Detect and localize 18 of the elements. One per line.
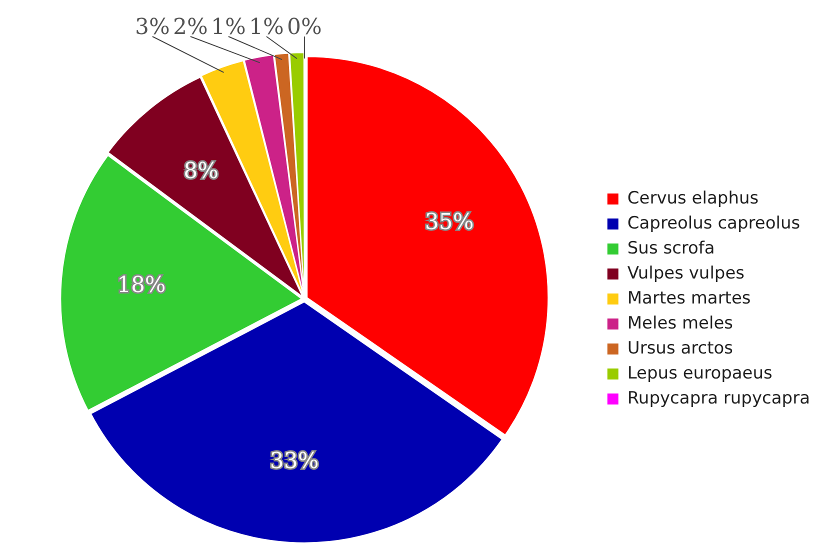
data-label: 2% — [172, 15, 208, 40]
legend-label: Martes martes — [627, 288, 751, 308]
legend-label: Lepus europaeus — [627, 363, 773, 384]
legend-label: Ursus arctos — [627, 338, 734, 358]
text: 0% — [286, 15, 322, 40]
legend-label: Rupycapra rupycapra — [627, 388, 810, 408]
legend-label: Meles meles — [627, 313, 734, 334]
data-label: 33% — [270, 448, 319, 474]
legend-label: Sus scrofa — [627, 238, 715, 258]
legend-label: Vulpes vulpes — [627, 263, 745, 284]
data-label: 1% — [210, 15, 246, 40]
legend-label: Capreolus capreolus — [627, 213, 800, 234]
data-label: 18% — [116, 273, 166, 298]
data-label: 35% — [424, 210, 474, 235]
legend-label: Cervus elaphus — [627, 188, 759, 208]
data-label: 1% — [248, 15, 284, 40]
data-label: 3% — [134, 15, 170, 40]
data-label: 8% — [184, 159, 219, 184]
